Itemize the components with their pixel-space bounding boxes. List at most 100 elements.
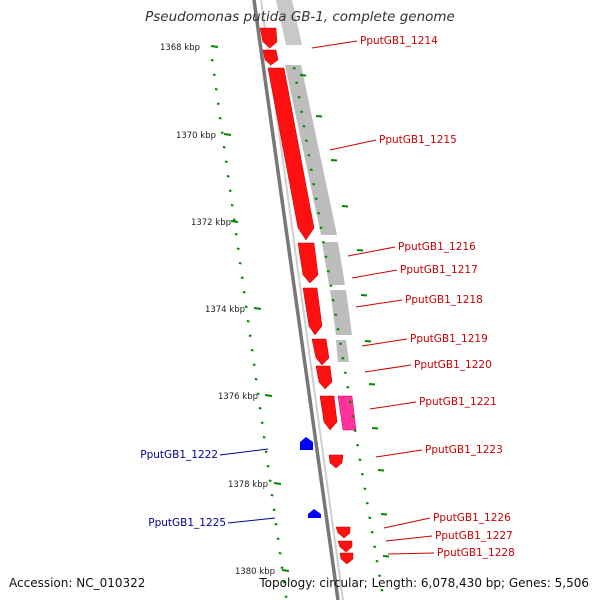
left-dot <box>260 421 264 424</box>
right-dot <box>307 154 311 157</box>
forward-genes-track <box>259 27 354 565</box>
kbp-tick-mark <box>253 307 262 310</box>
right-dot <box>353 429 357 432</box>
gene-label-PputGB1_1218[interactable]: PputGB1_1218 <box>405 294 483 306</box>
leader-line <box>351 269 398 279</box>
left-dot <box>274 523 278 526</box>
right-dot <box>343 371 347 374</box>
kbp-tick-label: 1376 kbp <box>218 392 258 402</box>
genome-summary-text: Topology: circular; Length: 6,078,430 bp… <box>259 576 589 590</box>
gene-1216[interactable] <box>297 242 319 284</box>
right-dot <box>375 560 379 563</box>
gene-1214b[interactable] <box>262 49 279 66</box>
right-dot <box>351 415 355 418</box>
left-dot <box>262 436 266 439</box>
gene-1214[interactable] <box>259 27 278 49</box>
gene-label-PputGB1_1214[interactable]: PputGB1_1214 <box>360 35 438 47</box>
genome-title: Pseudomonas putida GB-1, complete genome <box>145 9 455 25</box>
right-dash <box>360 294 368 297</box>
right-dot <box>324 255 328 258</box>
gene-1219[interactable] <box>311 338 330 366</box>
left-dot <box>240 276 244 279</box>
coordinate-dotted-tracks <box>210 59 390 598</box>
gene-1217[interactable] <box>302 287 323 336</box>
left-dot <box>266 465 270 468</box>
left-dot <box>222 146 226 149</box>
gene-label-PputGB1_1226[interactable]: PputGB1_1226 <box>433 512 511 524</box>
right-dot <box>365 502 369 505</box>
right-dot <box>317 212 321 215</box>
gene-1220[interactable] <box>315 365 333 390</box>
gene-label-PputGB1_1216[interactable]: PputGB1_1216 <box>398 241 476 253</box>
left-dot <box>244 305 248 308</box>
right-dot <box>314 197 318 200</box>
leader-line <box>227 517 276 524</box>
kbp-axis: 1368 kbp 1370 kbp 1372 kbp 1374 kbp 1376 kbp… <box>160 43 290 577</box>
right-dot <box>297 96 301 99</box>
right-dot <box>334 313 338 316</box>
right-dot <box>304 139 308 142</box>
gene-label-PputGB1_1223[interactable]: PputGB1_1223 <box>425 444 503 456</box>
leader-line <box>364 364 412 373</box>
left-dot <box>226 175 230 178</box>
kbp-tick-label: 1374 kbp <box>205 305 245 315</box>
right-dot <box>380 589 384 592</box>
gene-1221[interactable] <box>319 395 338 431</box>
gene-1225[interactable] <box>308 509 321 518</box>
right-dot <box>370 531 374 534</box>
left-dot <box>236 247 240 250</box>
leader-line <box>347 246 396 257</box>
gene-1226[interactable] <box>335 526 351 539</box>
gene-1228[interactable] <box>339 552 354 565</box>
right-dot <box>292 67 296 70</box>
leader-line <box>383 517 431 529</box>
right-dash <box>315 115 323 118</box>
gene-label-PputGB1_1215[interactable]: PputGB1_1215 <box>379 134 457 146</box>
gene-label-PputGB1_1227[interactable]: PputGB1_1227 <box>435 530 513 542</box>
left-dot <box>270 494 274 497</box>
kbp-tick-label: 1372 kbp <box>191 218 231 228</box>
gene-label-PputGB1_1219[interactable]: PputGB1_1219 <box>410 333 488 345</box>
gene-label-leaders <box>219 40 435 555</box>
kbp-tick-label: 1380 kbp <box>235 567 275 577</box>
right-dot <box>356 444 360 447</box>
gene-1215[interactable] <box>267 67 315 241</box>
gene-label-PputGB1_1220[interactable]: PputGB1_1220 <box>414 359 492 371</box>
gene-labels: PputGB1_1214 PputGB1_1215 PputGB1_1216 Pput… <box>140 35 515 559</box>
left-dot <box>212 73 216 76</box>
left-dot <box>250 349 254 352</box>
right-dot <box>341 357 345 360</box>
leader-line <box>385 535 433 542</box>
right-dash <box>382 555 390 558</box>
right-dot <box>346 386 350 389</box>
gene-1223[interactable] <box>328 454 344 469</box>
right-dot <box>322 241 325 244</box>
gene-label-PputGB1_1225[interactable]: PputGB1_1225 <box>148 517 226 529</box>
right-dot <box>329 284 333 287</box>
gene-label-PputGB1_1228[interactable]: PputGB1_1228 <box>437 547 515 559</box>
gene-label-PputGB1_1221[interactable]: PputGB1_1221 <box>419 396 497 408</box>
left-dot <box>232 218 236 221</box>
gene-1221-rna[interactable] <box>337 395 357 431</box>
kbp-tick-label: 1368 kbp <box>160 43 200 53</box>
right-dot <box>368 516 372 519</box>
left-dot <box>284 595 288 598</box>
kbp-tick-mark <box>223 133 232 136</box>
kbp-tick-mark <box>264 394 273 397</box>
gene-1227[interactable] <box>337 540 353 553</box>
leader-line <box>311 40 358 49</box>
left-dot <box>272 508 276 511</box>
gene-label-PputGB1_1217[interactable]: PputGB1_1217 <box>400 264 478 276</box>
gene-label-PputGB1_1222[interactable]: PputGB1_1222 <box>140 449 218 461</box>
right-dot <box>300 110 304 113</box>
kbp-tick-label: 1378 kbp <box>228 480 268 490</box>
right-dash <box>377 469 385 472</box>
left-dot <box>282 581 286 584</box>
gene-1222[interactable] <box>300 437 313 450</box>
left-dot <box>256 392 260 395</box>
left-dot <box>252 363 256 366</box>
left-dot <box>214 88 218 91</box>
leader-line <box>375 449 423 458</box>
left-dot <box>224 160 228 163</box>
